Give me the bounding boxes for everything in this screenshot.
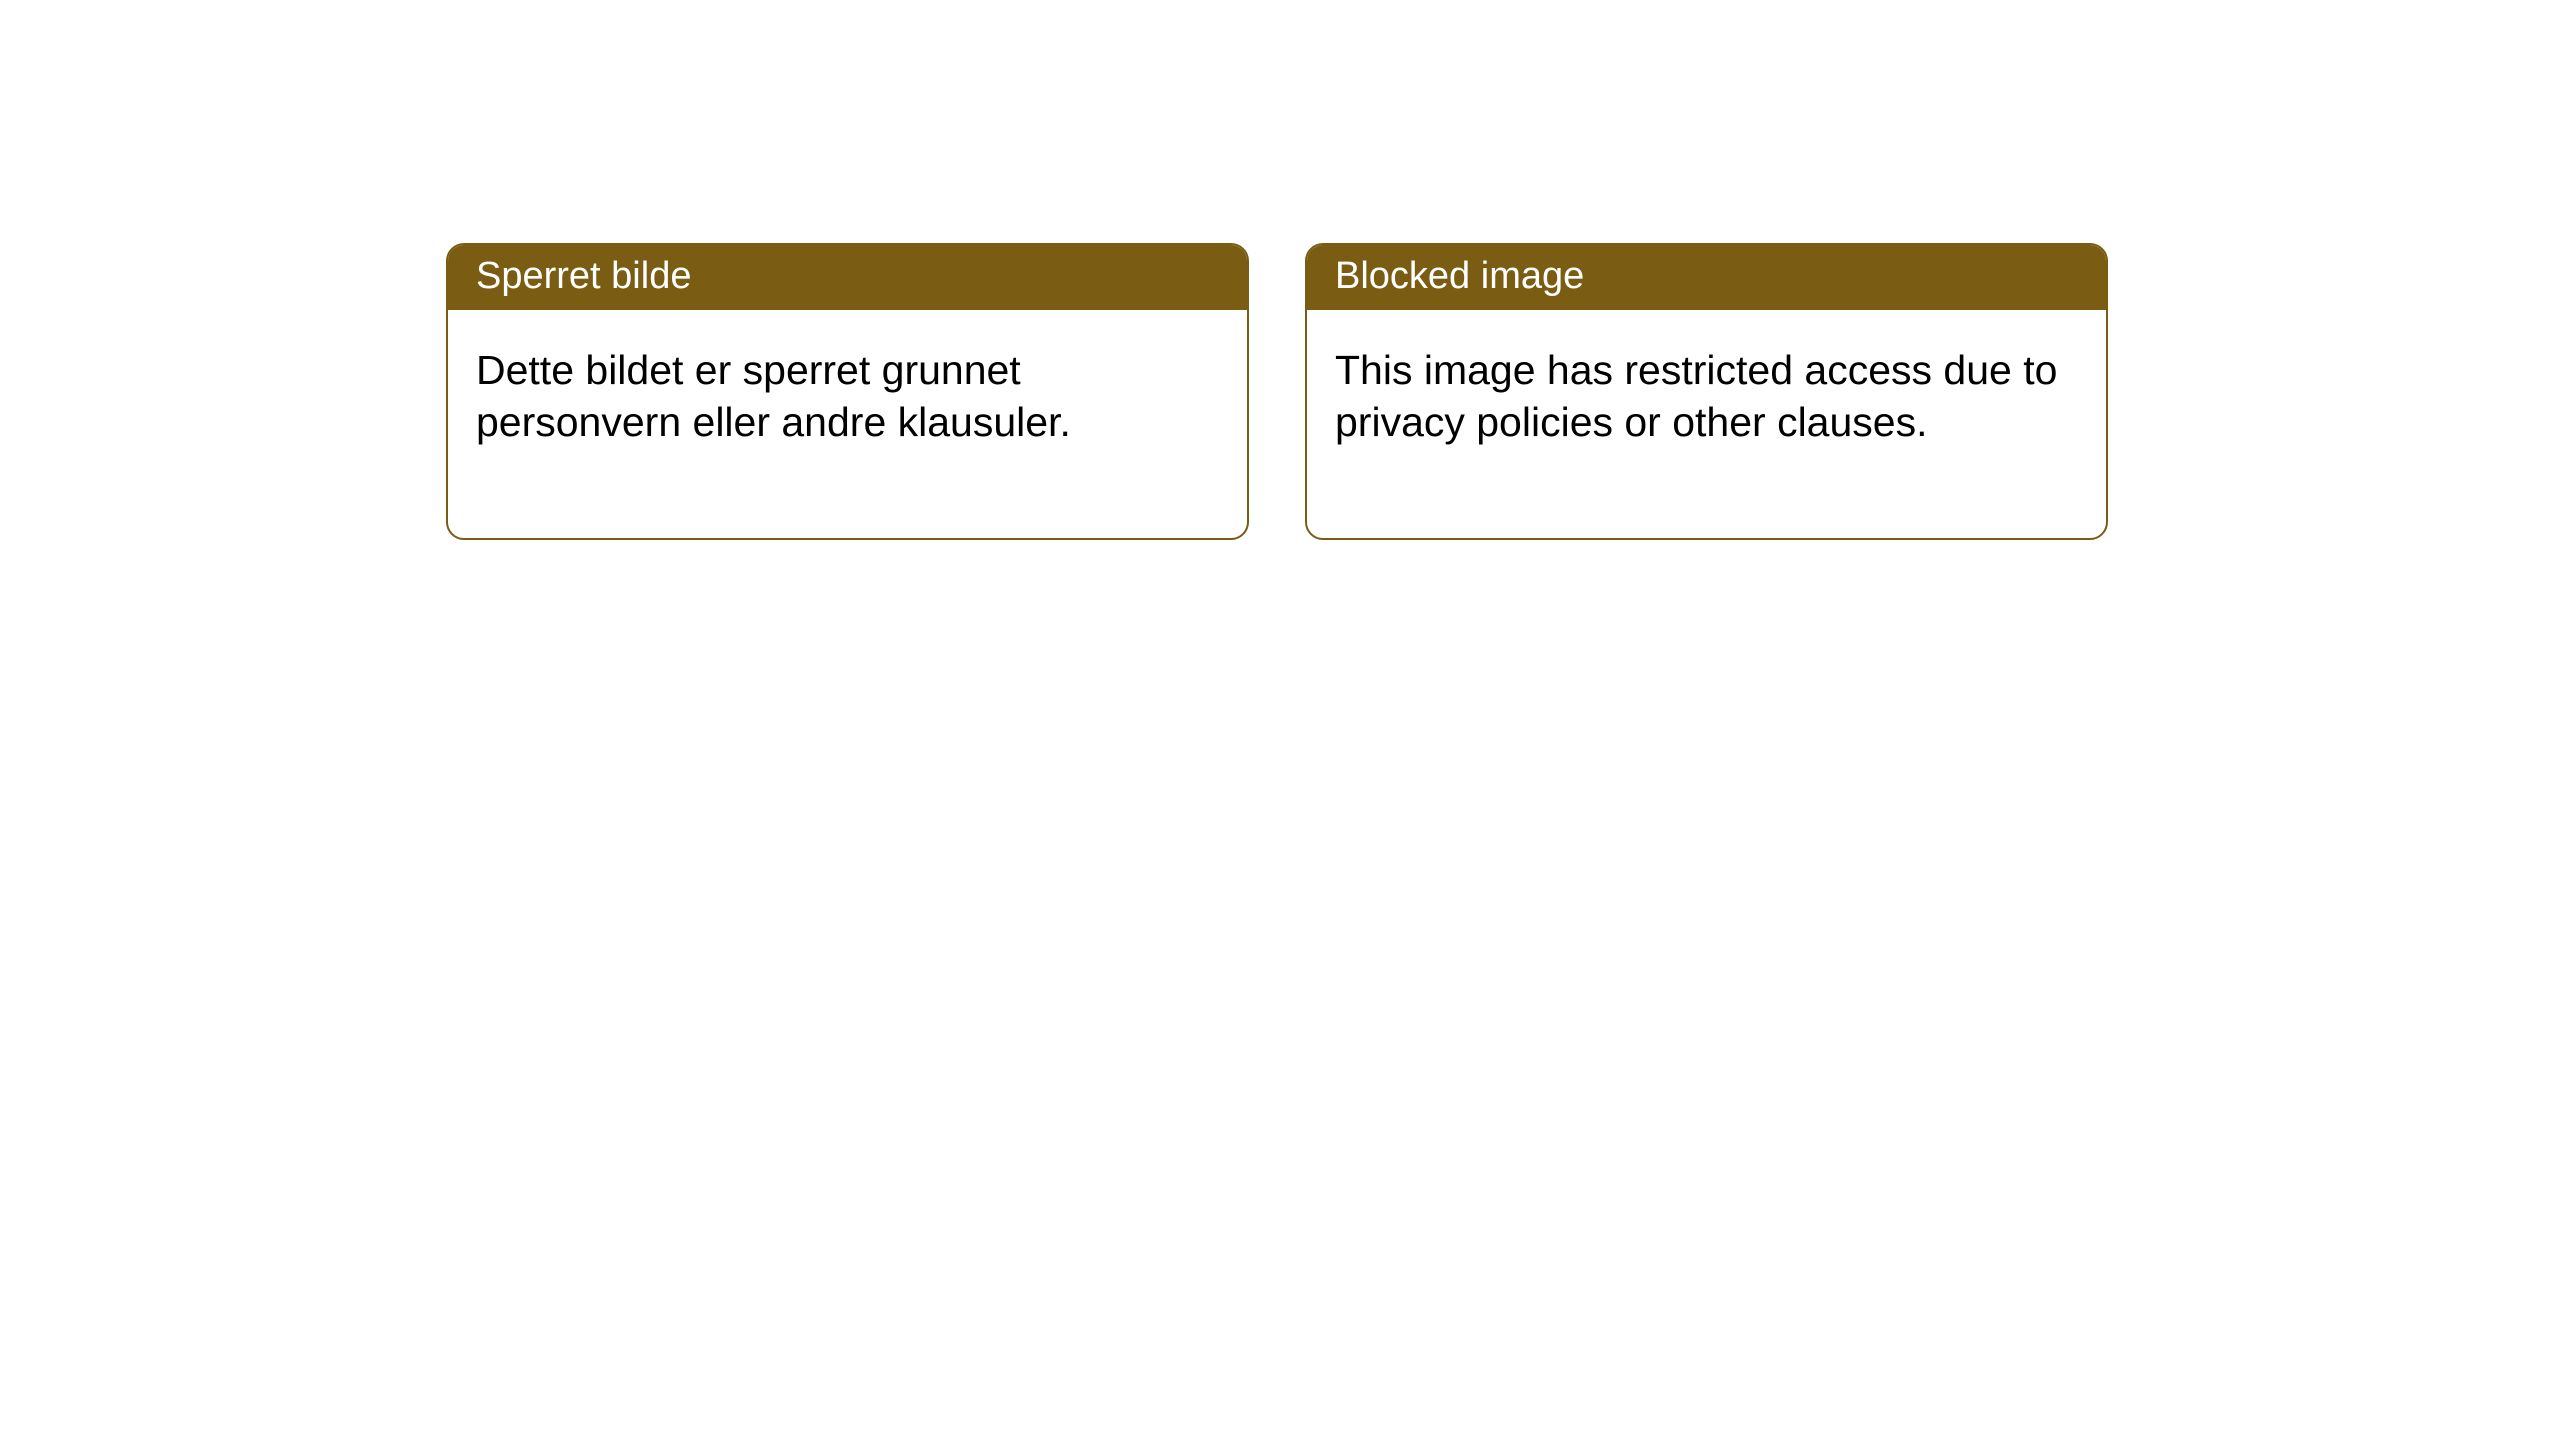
notice-message: This image has restricted access due to … [1335,347,2057,445]
notice-box-english: Blocked image This image has restricted … [1305,243,2108,540]
notice-message: Dette bildet er sperret grunnet personve… [476,347,1071,445]
notice-header: Blocked image [1307,245,2106,310]
notice-body: This image has restricted access due to … [1307,310,2106,538]
notice-header: Sperret bilde [448,245,1247,310]
notice-body: Dette bildet er sperret grunnet personve… [448,310,1247,538]
notice-title: Sperret bilde [476,255,691,297]
notice-box-norwegian: Sperret bilde Dette bildet er sperret gr… [446,243,1249,540]
notices-container: Sperret bilde Dette bildet er sperret gr… [446,243,2108,540]
notice-title: Blocked image [1335,255,1584,297]
